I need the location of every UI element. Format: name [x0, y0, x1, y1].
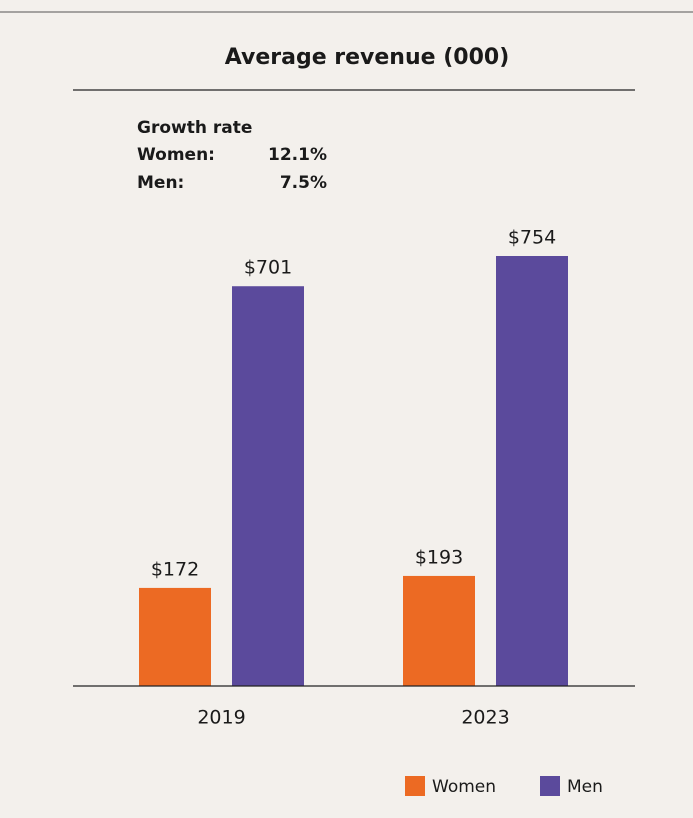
annotation-value: 7.5%	[280, 173, 327, 193]
value-label: $701	[244, 257, 292, 279]
legend-swatch	[540, 776, 560, 796]
bar	[139, 587, 211, 686]
x-tick-label: 2019	[197, 707, 245, 729]
annotation-label: Women:	[137, 145, 215, 165]
legend-label: Men	[567, 777, 603, 797]
bar	[496, 256, 568, 686]
annotation-label: Men:	[137, 173, 184, 193]
bar	[232, 286, 304, 686]
x-tick-label: 2023	[461, 707, 509, 729]
value-label: $754	[508, 227, 556, 249]
value-label: $172	[151, 558, 199, 580]
legend-label: Women	[432, 777, 496, 797]
chart-title: Average revenue (000)	[225, 45, 510, 70]
annotation-title: Growth rate	[137, 118, 252, 138]
value-label: $193	[415, 546, 463, 568]
annotation-value: 12.1%	[268, 145, 327, 165]
legend-swatch	[405, 776, 425, 796]
bar	[403, 575, 475, 686]
